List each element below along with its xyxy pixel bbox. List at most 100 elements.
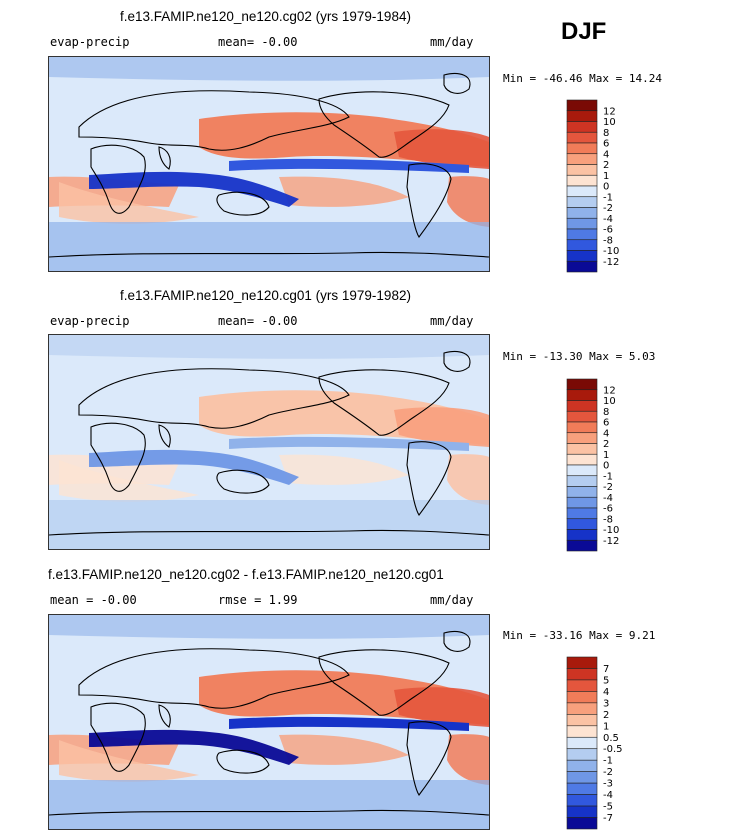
colorbar-box: [566, 496, 598, 509]
greenland-outline: [443, 350, 471, 372]
colorbar-box: [566, 691, 598, 704]
africa-outline: [90, 422, 146, 492]
colorbar-box: [566, 656, 598, 669]
colorbar-box: [566, 529, 598, 541]
south-atlantic-dry-band: [447, 176, 489, 227]
colorbar-tick-label: -5: [603, 802, 613, 813]
arctic-wet-band: [49, 615, 489, 639]
colorbar-box: [566, 668, 598, 681]
colorbar-box: [566, 464, 598, 477]
arctic-wet-band: [49, 335, 489, 359]
panel-3-minmax: Min = -33.16 Max = 9.21: [503, 629, 656, 642]
panel-1-units-label: mm/day: [430, 35, 474, 49]
colorbar-box: [566, 196, 598, 208]
colorbar-box: [566, 164, 598, 176]
colorbar-box: [566, 725, 598, 738]
colorbar-box: [566, 99, 598, 112]
colorbar-box: [566, 174, 598, 187]
antarctica-outline: [49, 809, 489, 816]
colorbar-tick-label: 4: [603, 687, 609, 698]
panel-1-colorbar: 12 10 8 6 4 2 1 0 -1 -2 -4 -6 -8 -10 -12: [566, 99, 619, 273]
panel-3-colorbar: 7 5 4 3 2 1 0.5 -0.5 -1 -2 -3 -4 -5 -7: [566, 656, 623, 830]
colorbar-tick-label: 8: [603, 407, 609, 418]
southern-ocean-wet-band: [49, 222, 489, 271]
colorbar-tick-label: 4: [603, 428, 609, 439]
colorbar-box: [566, 153, 598, 165]
eurasia-outline: [78, 368, 350, 429]
eurasia-outline: [78, 648, 350, 709]
panel-1-mean-label: mean= -0.00: [218, 35, 298, 49]
southern-ocean-wet-band: [49, 780, 489, 829]
antarctica-outline: [49, 251, 489, 258]
panel-1-map: [48, 56, 490, 272]
africa-outline: [90, 702, 146, 772]
colorbar-tick-label: 7: [603, 664, 609, 675]
panel-1-title: f.e13.FAMIP.ne120_ne120.cg02 (yrs 1979-1…: [120, 9, 411, 24]
colorbar-tick-label: -7: [603, 813, 613, 824]
colorbar-tick-label: 1: [603, 171, 609, 182]
colorbar-box: [566, 453, 598, 466]
panel-2-map: [48, 334, 490, 550]
colorbar-tick-label: -10: [603, 525, 619, 536]
panel-3-units-label: mm/day: [430, 593, 474, 607]
south-subtropic-band: [59, 182, 199, 224]
eurasia-outline: [78, 90, 350, 151]
north-atlantic-dry-band: [394, 129, 489, 169]
colorbar-tick-label: 10: [603, 396, 616, 407]
panel-3-title: f.e13.FAMIP.ne120_ne120.cg02 - f.e13.FAM…: [48, 567, 444, 582]
colorbar-box: [566, 805, 598, 818]
south-america-outline: [406, 721, 452, 796]
colorbar-box: [566, 782, 598, 795]
colorbar-box: [566, 507, 598, 520]
colorbar-tick-label: 8: [603, 128, 609, 139]
colorbar-box: [566, 131, 598, 144]
southern-ocean-wet-band: [49, 500, 489, 549]
colorbar-box: [566, 110, 598, 122]
panel-1-minmax: Min = -46.46 Max = 14.24: [503, 72, 662, 85]
colorbar-box: [566, 121, 598, 133]
colorbar-tick-label: 1: [603, 450, 609, 461]
colorbar-tick-label: -6: [603, 504, 613, 515]
colorbar-box: [566, 771, 598, 784]
colorbar-tick-label: 2: [603, 160, 609, 171]
australia-outline: [216, 749, 270, 774]
colorbar-tick-label: 6: [603, 139, 609, 150]
colorbar-box: [566, 518, 598, 530]
greenland-outline: [443, 72, 471, 94]
colorbar-tick-label: 3: [603, 698, 609, 709]
colorbar-box: [566, 389, 598, 401]
colorbar-tick-label: 0: [603, 182, 609, 193]
australia-outline: [216, 469, 270, 494]
panel-2-title: f.e13.FAMIP.ne120_ne120.cg01 (yrs 1979-1…: [120, 288, 411, 303]
colorbar-box: [566, 250, 598, 262]
colorbar-box: [566, 817, 598, 830]
colorbar-box: [566, 378, 598, 391]
colorbar-box: [566, 748, 598, 761]
colorbar-tick-label: -2: [603, 767, 613, 778]
africa-outline: [90, 144, 146, 214]
colorbar-tick-label: -4: [603, 790, 613, 801]
colorbar-tick-label: 1: [603, 721, 609, 732]
colorbar-box: [566, 207, 598, 219]
colorbar-box: [566, 432, 598, 444]
colorbar-box: [566, 486, 598, 498]
colorbar-box: [566, 185, 598, 198]
colorbar-tick-label: -1: [603, 756, 613, 767]
panel-2-colorbar: 12 10 8 6 4 2 1 0 -1 -2 -4 -6 -8 -10 -12: [566, 378, 619, 552]
north-atlantic-dry-band: [394, 407, 489, 447]
colorbar-box: [566, 217, 598, 230]
colorbar-tick-label: 12: [603, 385, 616, 396]
colorbar-tick-label: -8: [603, 235, 613, 246]
colorbar-box: [566, 421, 598, 434]
south-pacific-dry-band: [279, 176, 409, 207]
colorbar-tick-label: -6: [603, 225, 613, 236]
colorbar-box: [566, 260, 598, 273]
colorbar-tick-label: -1: [603, 192, 613, 203]
panel-3-rmse-label: rmse = 1.99: [218, 593, 298, 607]
greenland-outline: [443, 630, 471, 652]
colorbar-box: [566, 736, 598, 750]
colorbar-tick-label: -12: [603, 536, 619, 547]
colorbar-tick-label: -12: [603, 257, 619, 268]
